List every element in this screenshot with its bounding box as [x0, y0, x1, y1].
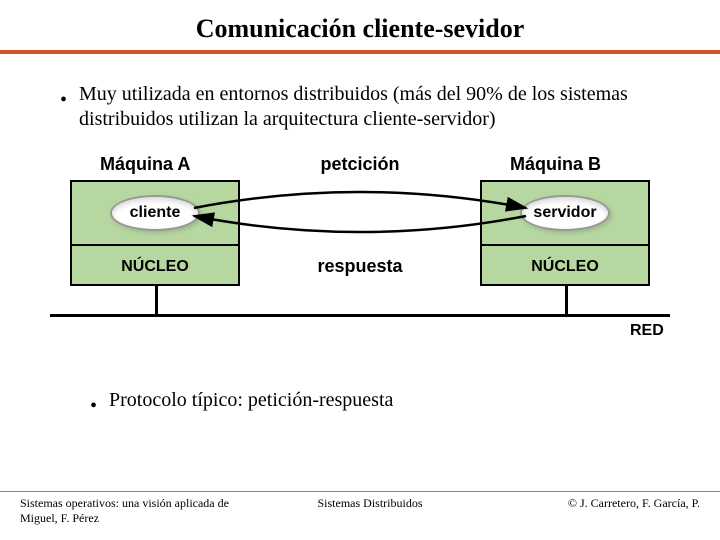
bullet-dot-icon: •	[90, 388, 97, 419]
network-label: RED	[630, 322, 664, 340]
request-arrow	[194, 192, 526, 208]
network-line	[50, 314, 670, 317]
bullet-dot-icon: •	[60, 82, 67, 113]
bullet-2-text: Protocolo típico: petición-respuesta	[109, 388, 393, 413]
footer-right: © J. Carretero, F. García, P.	[500, 496, 700, 526]
slide-footer: Sistemas operativos: una visión aplicada…	[0, 491, 720, 526]
slide-title: Comunicación cliente-sevidor	[0, 0, 720, 50]
footer-left: Sistemas operativos: una visión aplicada…	[20, 496, 240, 526]
left-connector	[155, 286, 158, 314]
bullet-2: • Protocolo típico: petición-respuesta	[90, 388, 660, 419]
right-connector	[565, 286, 568, 314]
bullet-block-1: • Muy utilizada en entornos distribuidos…	[0, 54, 720, 152]
footer-center: Sistemas Distribuidos	[240, 496, 500, 526]
client-server-diagram: clienteNÚCLEOservidorNÚCLEOMáquina AMáqu…	[40, 152, 680, 352]
bullet-1: • Muy utilizada en entornos distribuidos…	[60, 82, 660, 132]
bullet-1-text: Muy utilizada en entornos distribuidos (…	[79, 82, 660, 132]
response-arrow	[194, 216, 526, 232]
request-response-arrows	[40, 152, 680, 352]
bullet-block-2: • Protocolo típico: petición-respuesta	[0, 352, 720, 419]
